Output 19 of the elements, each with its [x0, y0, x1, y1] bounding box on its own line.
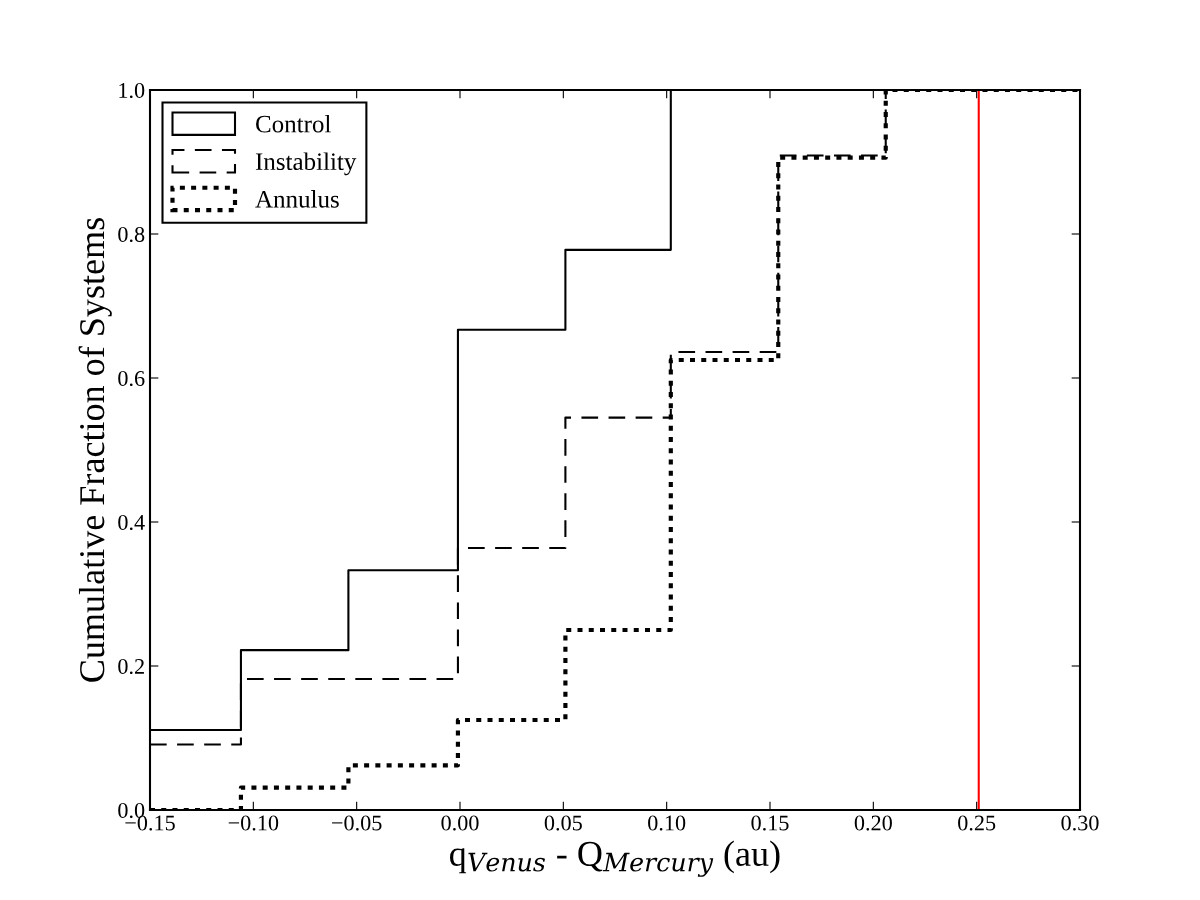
legend-label: Annulus — [255, 190, 339, 208]
y-tick-label: 1.0 — [119, 82, 145, 99]
x-tick-label: 0.15 — [751, 815, 789, 831]
y-tick-label: 0.6 — [118, 370, 145, 387]
x-tick-label: −0.10 — [228, 815, 279, 831]
legend-label: Control — [256, 114, 331, 133]
x-tick-label: 0.30 — [1061, 815, 1099, 831]
x-tick-label: 0.20 — [854, 815, 892, 831]
x-tick-label: 0.05 — [544, 815, 582, 831]
x-tick-label: 0.10 — [648, 815, 686, 831]
legend-label: Instability — [255, 152, 357, 176]
y-tick-label: 0.2 — [118, 658, 144, 675]
y-axis-title: Cumulative Fraction of Systems — [78, 218, 112, 682]
x-tick-label: 0.25 — [958, 815, 996, 831]
y-tick-label: 0.4 — [118, 514, 145, 531]
x-tick-label: −0.05 — [332, 815, 382, 831]
x-tick-label: 0.00 — [441, 815, 479, 831]
y-tick-label: 0.8 — [118, 226, 145, 243]
x-axis-title: q$_{Venus}$ - Q$_{Mercury}$ (au) — [450, 840, 780, 877]
